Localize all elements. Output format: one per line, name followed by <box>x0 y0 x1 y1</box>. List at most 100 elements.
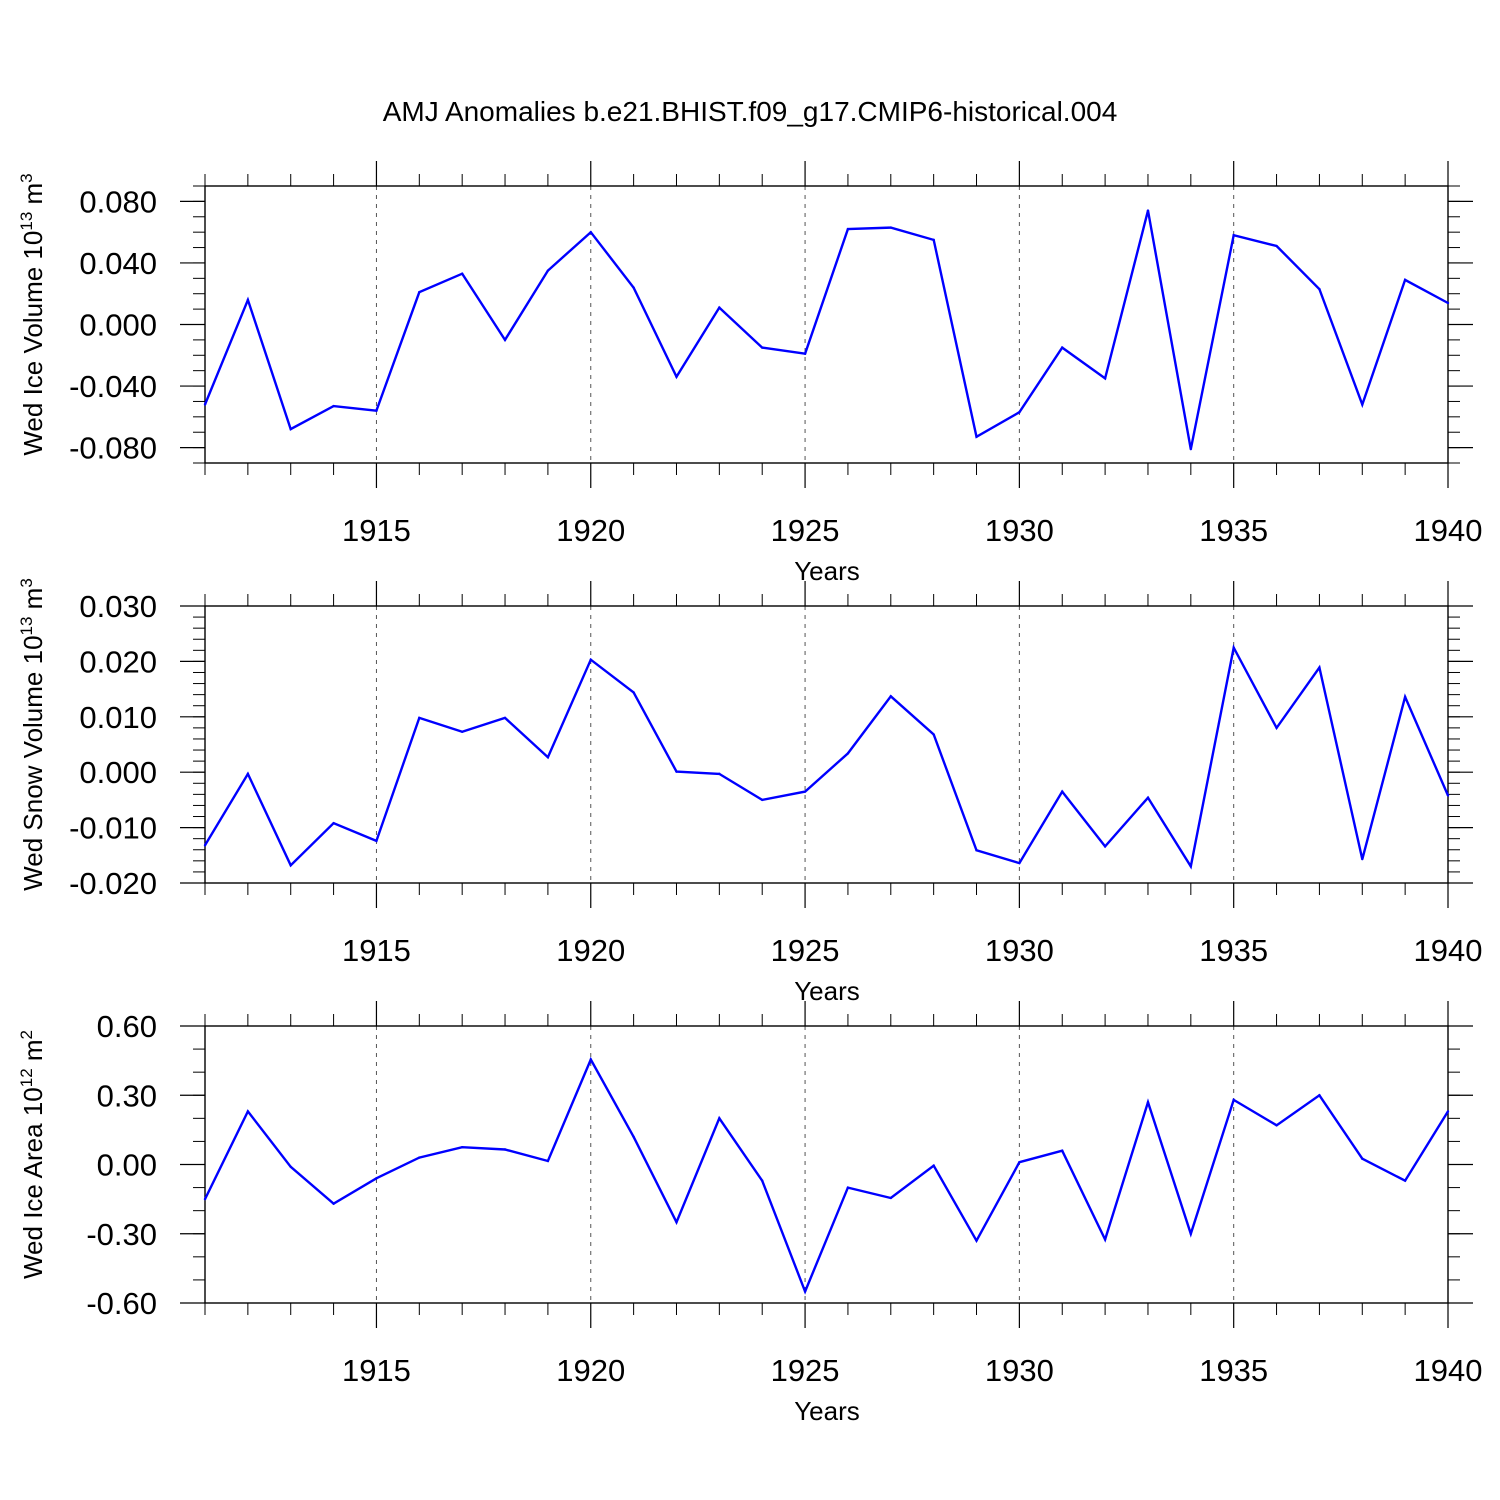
x-tick-label: 1930 <box>985 513 1054 548</box>
x-tick-label: 1935 <box>1199 1353 1268 1388</box>
x-tick-label: 1930 <box>985 1353 1054 1388</box>
data-point <box>889 695 892 698</box>
data-point <box>1103 1238 1107 1241</box>
y-tick-label: 0.020 <box>79 644 157 679</box>
y-tick-label: -0.040 <box>69 369 157 404</box>
y-tick-label: 0.30 <box>97 1078 157 1113</box>
data-point <box>1403 695 1407 699</box>
data-point <box>418 716 421 720</box>
data-point <box>1446 794 1450 797</box>
data-point <box>460 730 464 733</box>
data-point <box>1403 1179 1407 1182</box>
data-point <box>1018 861 1021 865</box>
data-point <box>846 1186 850 1189</box>
plot-frame <box>204 1025 1449 1304</box>
data-point <box>803 790 807 793</box>
data-point <box>1189 1232 1193 1235</box>
data-point <box>761 798 764 802</box>
data-point <box>803 1290 807 1293</box>
data-point <box>932 238 935 242</box>
data-point <box>932 733 935 736</box>
y-tick-label: -0.010 <box>69 811 157 846</box>
data-point <box>761 1179 764 1182</box>
series-line <box>203 644 1450 870</box>
data-point <box>1018 411 1021 414</box>
x-tick-label: 1915 <box>342 513 411 548</box>
data-point <box>418 1156 421 1159</box>
data-point <box>332 821 335 825</box>
x-tick-label: 1915 <box>342 933 411 968</box>
x-axis-label: Years <box>794 1396 860 1426</box>
data-point <box>1361 403 1364 406</box>
data-point <box>1189 865 1193 868</box>
y-tick-label: 0.030 <box>79 589 157 624</box>
data-point <box>718 306 721 309</box>
y-tick-label: 0.000 <box>79 755 157 790</box>
data-point <box>632 286 635 289</box>
data-point <box>1061 346 1064 349</box>
data-point <box>332 1202 335 1205</box>
y-tick-label: -0.020 <box>69 866 157 901</box>
data-point <box>1232 1098 1235 1102</box>
data-point <box>932 1164 935 1167</box>
data-point <box>1446 1110 1450 1113</box>
data-point <box>1361 857 1364 861</box>
y-tick-label: 0.040 <box>79 246 157 281</box>
x-tick-label: 1925 <box>771 513 840 548</box>
data-point <box>1318 287 1321 291</box>
data-point <box>289 427 292 431</box>
data-point <box>1146 209 1150 212</box>
x-tick-label: 1940 <box>1414 1353 1483 1388</box>
data-point <box>718 772 721 776</box>
data-point <box>846 752 850 755</box>
x-tick-label: 1920 <box>556 1353 625 1388</box>
x-tick-label: 1915 <box>342 1353 411 1388</box>
panel-1: -0.080 -0.040 0.000 0.040 0.080 1915 1920 1925 1… <box>17 161 1482 586</box>
data-point <box>1275 244 1278 248</box>
data-point <box>203 844 207 847</box>
x-tick-label: 1920 <box>556 933 625 968</box>
data-point <box>203 1197 207 1201</box>
data-point <box>589 230 592 234</box>
data-point <box>975 849 978 852</box>
data-point <box>332 404 335 408</box>
data-point <box>503 1148 507 1151</box>
data-point <box>589 658 592 661</box>
data-point <box>289 1165 292 1169</box>
data-point <box>203 403 207 406</box>
data-point <box>1361 1157 1364 1160</box>
plot-frame <box>204 605 1449 884</box>
y-tick-label: 0.00 <box>97 1148 157 1183</box>
data-point <box>546 269 550 272</box>
data-point <box>460 272 464 275</box>
data-point <box>846 227 850 231</box>
y-tick-label: 0.60 <box>97 1009 157 1044</box>
data-point <box>1061 1149 1064 1152</box>
data-point <box>503 338 507 342</box>
data-point <box>418 290 421 294</box>
x-tick-label: 1920 <box>556 513 625 548</box>
data-point <box>1146 796 1150 799</box>
data-point <box>1146 1100 1150 1104</box>
data-point <box>1103 377 1107 380</box>
x-tick-label: 1935 <box>1199 933 1268 968</box>
x-axis-label: Years <box>794 556 860 586</box>
x-tick-label: 1940 <box>1414 933 1483 968</box>
data-point <box>675 770 678 773</box>
data-point <box>1232 646 1235 649</box>
data-point <box>632 691 635 694</box>
x-tick-label: 1925 <box>771 1353 840 1388</box>
data-point <box>503 716 507 720</box>
data-point <box>632 1135 635 1139</box>
data-point <box>246 772 250 776</box>
data-point <box>1061 790 1064 793</box>
y-tick-label: 0.080 <box>79 184 157 219</box>
data-point <box>546 756 550 759</box>
y-tick-label: 0.000 <box>79 308 157 343</box>
data-point <box>1275 726 1278 730</box>
data-point <box>460 1145 464 1149</box>
data-point <box>1189 447 1193 451</box>
data-point <box>1275 1124 1278 1127</box>
data-point <box>675 375 678 379</box>
